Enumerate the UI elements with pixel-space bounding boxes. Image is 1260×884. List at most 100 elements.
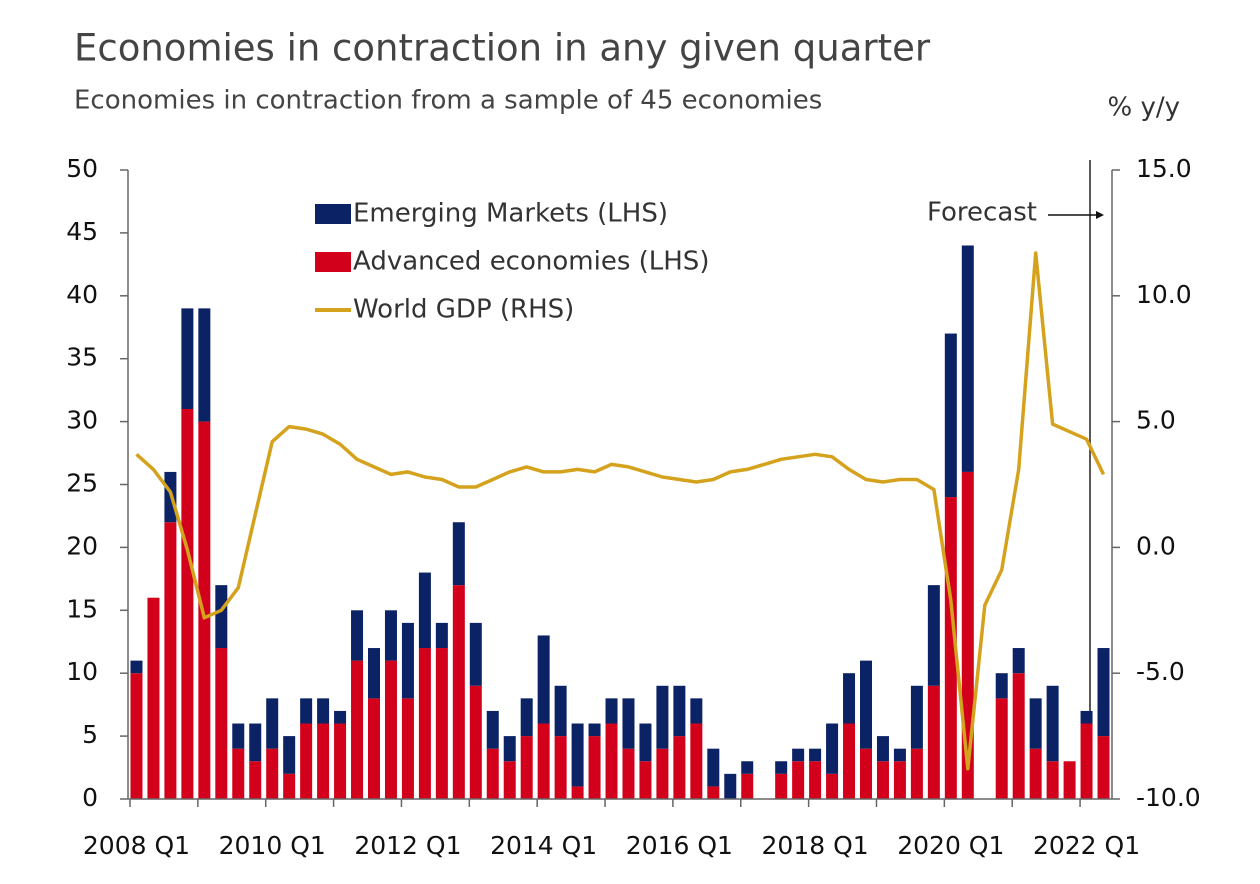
chart-title: Economies in contraction in any given qu… [74, 27, 931, 70]
bar [809, 748, 822, 762]
y-tick-label: 50 [66, 154, 98, 183]
y2-tick-label: 10.0 [1136, 280, 1192, 309]
bar [826, 723, 839, 774]
bar [792, 761, 805, 799]
line-series [135, 251, 1106, 771]
bar [520, 736, 533, 799]
bar [452, 522, 465, 586]
bar [910, 748, 923, 799]
bar [351, 660, 364, 799]
bar [300, 723, 313, 799]
bar [181, 308, 194, 410]
y2-tick-label: 5.0 [1136, 406, 1176, 435]
bar [537, 723, 550, 799]
bar [860, 748, 872, 799]
bar [673, 685, 686, 737]
bar [571, 786, 584, 799]
bar [520, 698, 533, 737]
bar [486, 748, 499, 799]
bar [775, 773, 788, 799]
bar [215, 585, 228, 649]
y-tick-label: 30 [66, 406, 98, 435]
bar [554, 685, 567, 737]
bar [1012, 648, 1025, 674]
bar [334, 710, 347, 724]
bar [927, 585, 940, 686]
bar [283, 736, 296, 774]
x-tick-label: 2016 Q1 [626, 831, 733, 860]
bar [435, 622, 448, 649]
bar [198, 308, 211, 422]
bar [893, 748, 906, 762]
bar [622, 698, 635, 749]
y2-tick-label: 0.0 [1136, 531, 1176, 560]
y-tick-label: 10 [66, 657, 98, 686]
bar [690, 723, 703, 799]
x-tick-label: 2008 Q1 [83, 831, 190, 860]
bar [198, 421, 211, 799]
legend-swatch [315, 204, 351, 224]
bar [622, 748, 635, 799]
bar [1097, 736, 1110, 799]
bar [368, 648, 380, 699]
bar [164, 522, 177, 799]
legend-swatch [315, 252, 351, 272]
bar [843, 723, 856, 799]
bar [469, 685, 482, 799]
bar [639, 761, 652, 799]
bar [384, 610, 397, 661]
bar [860, 660, 872, 749]
bar [351, 610, 364, 661]
bar [588, 723, 601, 737]
forecast-arrowhead [1096, 211, 1104, 219]
bar [961, 471, 974, 799]
bar [775, 761, 788, 774]
bar [843, 673, 856, 724]
bar [130, 673, 143, 799]
bar [876, 761, 889, 799]
y-tick-label: 35 [66, 343, 98, 372]
bar [249, 761, 262, 799]
legend-label: Advanced economies (LHS) [353, 247, 709, 277]
bar [1012, 673, 1025, 799]
bar [486, 710, 499, 749]
bar [741, 773, 754, 799]
bar [1097, 648, 1110, 737]
y-tick-label: 25 [66, 469, 98, 498]
bar [995, 698, 1008, 799]
bar [707, 786, 720, 799]
bar [554, 736, 567, 799]
y2-axis-label: % y/y [1107, 93, 1180, 123]
bar [317, 698, 330, 724]
x-tick-label: 2018 Q1 [762, 831, 869, 860]
bar [283, 773, 296, 799]
y2-tick-label: -5.0 [1136, 657, 1185, 686]
bar [503, 736, 516, 762]
legend-label: World GDP (RHS) [353, 295, 574, 325]
bar [300, 698, 313, 724]
bar [673, 736, 686, 799]
bar [961, 245, 974, 472]
bar [605, 723, 618, 799]
bar [995, 673, 1008, 699]
bar [537, 635, 550, 724]
y-tick-label: 15 [66, 594, 98, 623]
bar [809, 761, 822, 799]
y-tick-label: 45 [66, 217, 98, 246]
bar [418, 572, 431, 649]
bar [1080, 723, 1093, 799]
bar [418, 648, 431, 799]
bar [588, 736, 601, 799]
bar [147, 597, 160, 799]
bar [1029, 698, 1042, 749]
bar [1063, 761, 1076, 799]
bar [944, 333, 957, 498]
bar [334, 723, 347, 799]
bar [605, 698, 618, 724]
forecast-annotation: Forecast [927, 198, 1037, 228]
y-tick-label: 20 [66, 531, 98, 560]
bar [469, 622, 482, 686]
bar [656, 748, 669, 799]
bar [452, 585, 465, 799]
